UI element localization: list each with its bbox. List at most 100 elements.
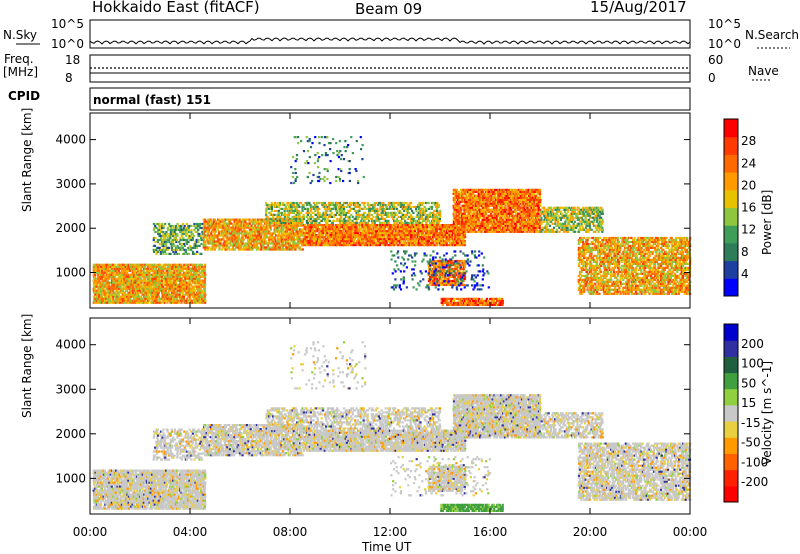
echo-cell [262,248,265,251]
echo-cell [279,240,282,243]
echo-cell [405,230,408,233]
echo-cell [475,220,478,223]
echo-cell [276,236,279,239]
echo-cell [172,289,175,292]
echo-cell [191,273,194,276]
echo-cell [165,246,168,249]
echo-cell [347,238,350,241]
echo-cell [261,240,264,243]
echo-cell [194,244,197,247]
echo-cell [203,234,206,237]
echo-cell [201,222,204,226]
echo-cell [281,234,285,237]
echo-cell [396,232,399,235]
echo-cell [272,246,275,249]
echo-cell [188,269,191,272]
echo-cell [112,295,115,298]
echo-cell [254,228,257,231]
echo-cell [120,273,123,276]
echo-cell [101,291,104,294]
echo-cell [283,203,286,207]
echo-cell [166,271,169,274]
echo-cell [319,240,322,243]
echo-cell [374,230,378,233]
echo-cell [124,283,127,286]
echo-cell [411,209,414,212]
echo-cell [358,215,361,218]
echo-cell [135,289,138,292]
echo-cell [277,224,280,227]
echo-cell [371,244,374,247]
echo-cell [376,236,379,239]
echo-cell [174,226,178,230]
echo-cell [172,283,175,286]
echo-cell [359,238,362,241]
echo-cell [273,230,276,233]
echo-cell [174,250,178,253]
echo-cell [332,207,335,210]
echo-cell [292,234,295,237]
echo-cell [377,242,380,245]
echo-cell [98,263,101,266]
echo-cell [394,224,397,227]
echo-cell [458,214,461,217]
echo-cell [96,277,99,280]
echo-cell [191,250,195,253]
echo-cell [351,215,354,218]
echo-cell [277,232,280,235]
echo-cell [290,217,293,220]
echo-cell [365,230,368,233]
echo-cell [193,222,196,226]
echo-cell [437,221,440,224]
echo-cell [160,267,164,270]
echo-cell [119,295,122,298]
echo-cell [92,263,95,266]
echo-cell [342,213,346,216]
echo-cell [438,236,441,239]
echo-cell [252,220,255,223]
echo-cell [408,236,411,239]
echo-cell [201,232,204,236]
echo-cell [362,207,365,210]
echo-cell [406,240,409,243]
echo-cell [159,230,162,234]
echo-cell [275,221,278,224]
echo-cell [333,219,336,222]
echo-cell [436,209,439,212]
echo-cell [304,230,307,233]
echo-cell [233,248,236,251]
echo-cell [147,289,150,292]
echo-cell [159,236,162,240]
echo-cell [175,273,178,276]
echo-cell [151,267,154,270]
echo-cell [119,267,122,270]
echo-cell [404,234,407,237]
echo-cell [247,234,250,237]
echo-cell [454,244,457,247]
echo-cell [294,224,297,227]
echo-cell [363,205,366,208]
echo-cell [134,269,137,272]
echo-cell [113,283,116,286]
echo-cell [308,219,311,222]
echo-cell [231,240,234,243]
echo-cell [386,234,389,237]
echo-cell [314,242,317,245]
echo-cell [196,250,199,253]
echo-cell [102,299,105,302]
echo-cell [293,224,296,227]
echo-cell [245,230,248,233]
echo-cell [288,248,292,251]
echo-cell [360,240,364,243]
echo-cell [179,265,182,268]
echo-cell [99,299,102,302]
echo-cell [112,301,115,304]
echo-cell [312,242,315,245]
echo-cell [148,287,151,290]
echo-cell [184,265,187,268]
echo-cell [170,234,173,238]
echo-cell [279,234,282,237]
echo-cell [348,205,351,208]
echo-cell [135,287,138,290]
echo-cell [280,217,283,220]
